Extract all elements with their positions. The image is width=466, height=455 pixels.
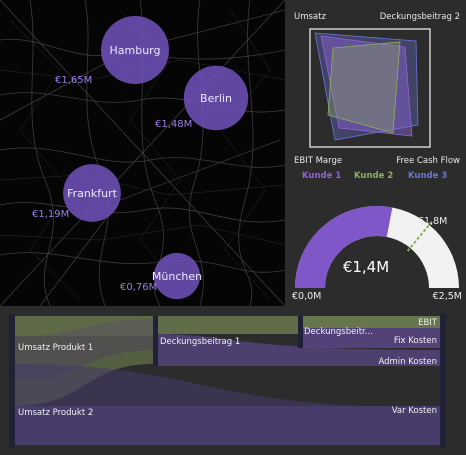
gauge-min-label: €0,0M bbox=[292, 291, 321, 302]
sankey-label-umsatz-produkt-1: Umsatz Produkt 1 bbox=[18, 343, 93, 353]
kpi-gauge[interactable]: €1,4M €0,0M €2,5M €1,8M bbox=[288, 186, 466, 306]
gauge-target-label: €1,8M bbox=[418, 216, 447, 227]
radar-series-kunde-3[interactable] bbox=[314, 32, 419, 141]
sankey-label-deckungsbeitrag-1: Deckungsbeitrag 1 bbox=[160, 337, 240, 347]
gauge-value: €1,4M bbox=[343, 258, 389, 276]
map-city-berlin: Berlin bbox=[200, 92, 232, 105]
map-bubble-berlin[interactable] bbox=[183, 65, 249, 131]
sankey-link-db1-admin[interactable] bbox=[157, 334, 440, 366]
sankey-label-admin-kosten: Admin Kosten bbox=[378, 357, 437, 367]
legend-kunde-2[interactable]: Kunde 2 bbox=[354, 171, 394, 181]
map-value-muenchen: €0,76M bbox=[120, 282, 157, 293]
radar-axis-ebit-marge: EBIT Marge bbox=[294, 156, 343, 166]
radar-series-kunde-2[interactable] bbox=[327, 41, 401, 134]
sankey-link-umsatz2-var[interactable] bbox=[15, 406, 440, 445]
sankey-label-ebit: EBIT bbox=[418, 318, 438, 328]
map-city-hamburg: Hamburg bbox=[110, 44, 161, 57]
sankey-node-umsatz-column bbox=[9, 314, 15, 448]
gauge-fill bbox=[295, 206, 393, 288]
map-value-hamburg: €1,65M bbox=[55, 75, 92, 86]
sankey-link-db1-db2[interactable] bbox=[157, 316, 298, 334]
radar-axis-umsatz: Umsatz bbox=[294, 12, 326, 22]
radar-series-kunde-1[interactable] bbox=[320, 35, 413, 137]
map-city-frankfurt: Frankfurt bbox=[67, 187, 117, 200]
sankey-node-cost-column bbox=[440, 314, 446, 448]
legend-kunde-3[interactable]: Kunde 3 bbox=[408, 171, 448, 181]
sankey-link-db2-ebit[interactable] bbox=[302, 316, 440, 328]
gauge-panel: €1,4M €0,0M €2,5M €1,8M bbox=[288, 186, 466, 306]
legend-kunde-1[interactable]: Kunde 1 bbox=[302, 171, 342, 181]
sankey-label-var-kosten: Var Kosten bbox=[392, 406, 437, 416]
sankey-node-db1[interactable] bbox=[153, 316, 158, 366]
map-value-berlin: €1,48M bbox=[155, 119, 192, 130]
map-bubble-hamburg[interactable] bbox=[101, 16, 169, 84]
revenue-map[interactable]: Hamburg €1,65M Berlin €1,48M Frankfurt €1,19M… bbox=[0, 0, 285, 306]
sankey-label-fix-kosten: Fix Kosten bbox=[394, 336, 437, 346]
sankey-link-db2-fix[interactable] bbox=[302, 328, 440, 348]
radar-axis-deckungsbeitrag-2: Deckungsbeitrag 2 bbox=[379, 12, 460, 22]
sankey-label-deckungsbeitrag-2: Deckungsbeitr... bbox=[304, 327, 373, 337]
map-bubble-muenchen[interactable] bbox=[153, 252, 201, 300]
sankey-label-umsatz-produkt-2: Umsatz Produkt 2 bbox=[18, 408, 93, 418]
map-city-muenchen: München bbox=[152, 270, 202, 283]
gauge-max-label: €2,5M bbox=[433, 291, 462, 302]
radar-chart-panel: Umsatz Deckungsbeitrag 2 EBIT Marge Free… bbox=[288, 0, 466, 185]
map-value-frankfurt: €1,19M bbox=[32, 209, 69, 220]
map-roads: Hamburg €1,65M Berlin €1,48M Frankfurt €1,19M… bbox=[0, 0, 285, 306]
radar-chart[interactable] bbox=[288, 0, 466, 185]
radar-axis-free-cash-flow: Free Cash Flow bbox=[396, 156, 460, 166]
map-bubble-frankfurt[interactable] bbox=[63, 164, 121, 222]
sankey-chart[interactable]: Umsatz Produkt 1 Umsatz Produkt 2 Deckun… bbox=[0, 306, 466, 455]
sankey-link-umsatz2-var-upper[interactable] bbox=[15, 364, 440, 408]
sankey-node-db2[interactable] bbox=[298, 316, 303, 348]
